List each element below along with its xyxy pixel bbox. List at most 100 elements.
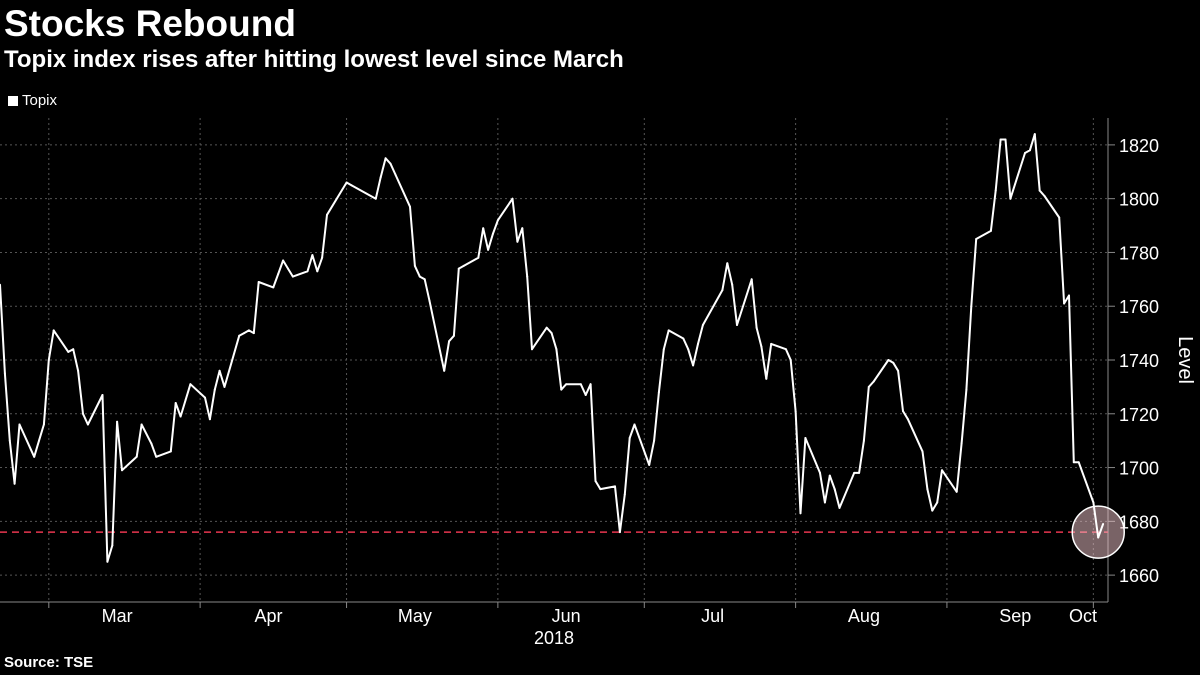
data-point [657, 391, 660, 394]
legend-label: Topix [22, 92, 58, 109]
grid-lines [0, 144, 1108, 576]
data-point [726, 262, 729, 265]
data-point [389, 162, 392, 165]
data-point [994, 189, 997, 192]
data-point [584, 394, 587, 396]
data-point [1063, 302, 1066, 305]
data-point [667, 329, 670, 332]
x-tick-label: Apr [254, 606, 282, 626]
data-point [282, 259, 285, 262]
data-point [155, 455, 158, 458]
data-point [52, 329, 55, 332]
data-point [477, 256, 480, 259]
data-point [150, 442, 153, 445]
data-point [941, 469, 943, 472]
series-points [0, 133, 1105, 563]
data-point [804, 437, 807, 439]
data-point [770, 342, 773, 345]
data-point [487, 248, 490, 251]
y-tick-label: 1720 [1119, 405, 1159, 425]
data-point [8, 439, 11, 442]
data-point [409, 205, 411, 208]
data-point [965, 388, 968, 391]
data-point [243, 332, 246, 335]
data-point [794, 410, 797, 413]
data-point [1072, 461, 1075, 464]
data-point [565, 383, 568, 386]
legend: Topix [8, 92, 57, 110]
data-point [867, 385, 870, 388]
data-point [316, 270, 319, 273]
data-point [379, 176, 382, 179]
data-point [42, 423, 45, 426]
data-point [1092, 501, 1095, 504]
data-point [77, 369, 80, 372]
data-point [457, 267, 460, 270]
data-point [526, 275, 529, 278]
x-tick-label: Sep [999, 606, 1031, 626]
chart-subtitle: Topix index rises after hitting lowest l… [4, 46, 624, 73]
x-tick-label: May [398, 606, 432, 626]
data-point [252, 332, 255, 335]
data-point [921, 450, 924, 453]
data-point [428, 299, 431, 302]
data-point [989, 229, 992, 232]
data-point [701, 324, 704, 326]
data-point [3, 372, 6, 375]
data-point [750, 278, 753, 281]
y-tick-label: 1680 [1119, 512, 1159, 532]
y-tick-label: 1760 [1119, 297, 1159, 317]
data-point [648, 463, 651, 466]
data-point [955, 490, 958, 493]
source-note: Source: TSE [4, 654, 94, 671]
data-point [106, 560, 109, 563]
data-point [721, 289, 724, 292]
data-point [135, 455, 138, 458]
data-point [1004, 138, 1007, 141]
data-point [819, 471, 821, 474]
year-label: 2018 [534, 628, 574, 648]
data-point [960, 442, 963, 445]
data-point [633, 423, 636, 426]
data-point [1068, 294, 1070, 297]
data-point [692, 364, 695, 367]
y-tick-label: 1800 [1119, 190, 1159, 210]
data-point [18, 423, 21, 426]
data-point [887, 359, 890, 361]
data-point [213, 388, 216, 391]
data-point [482, 227, 485, 230]
y-axis-title: Level [1174, 336, 1196, 384]
data-point [311, 254, 314, 257]
x-tick-label: Aug [848, 606, 880, 626]
month-gridlines [48, 118, 1094, 602]
data-point [653, 439, 656, 442]
data-point [1028, 149, 1031, 152]
data-point [833, 488, 836, 491]
data-point [1058, 216, 1061, 219]
data-point [906, 418, 909, 421]
data-point [277, 273, 280, 275]
data-point [492, 232, 494, 235]
data-point [623, 493, 626, 496]
data-point [238, 334, 241, 337]
data-point [1033, 133, 1036, 136]
x-tick-label: Jun [552, 606, 581, 626]
data-point [1038, 189, 1041, 192]
data-point [72, 348, 75, 351]
data-point [999, 138, 1002, 141]
data-point [687, 348, 690, 351]
data-point [321, 256, 324, 259]
data-point [86, 423, 89, 426]
data-point [1043, 195, 1046, 197]
data-point [82, 412, 84, 415]
data-point [272, 286, 275, 289]
x-tick-marks [48, 602, 1094, 608]
data-point [760, 345, 763, 348]
data-point [0, 283, 1, 286]
data-point [521, 227, 524, 230]
data-point [931, 509, 934, 512]
data-point [189, 383, 192, 386]
data-point [799, 512, 802, 515]
data-point [682, 337, 685, 340]
data-point [423, 278, 426, 281]
